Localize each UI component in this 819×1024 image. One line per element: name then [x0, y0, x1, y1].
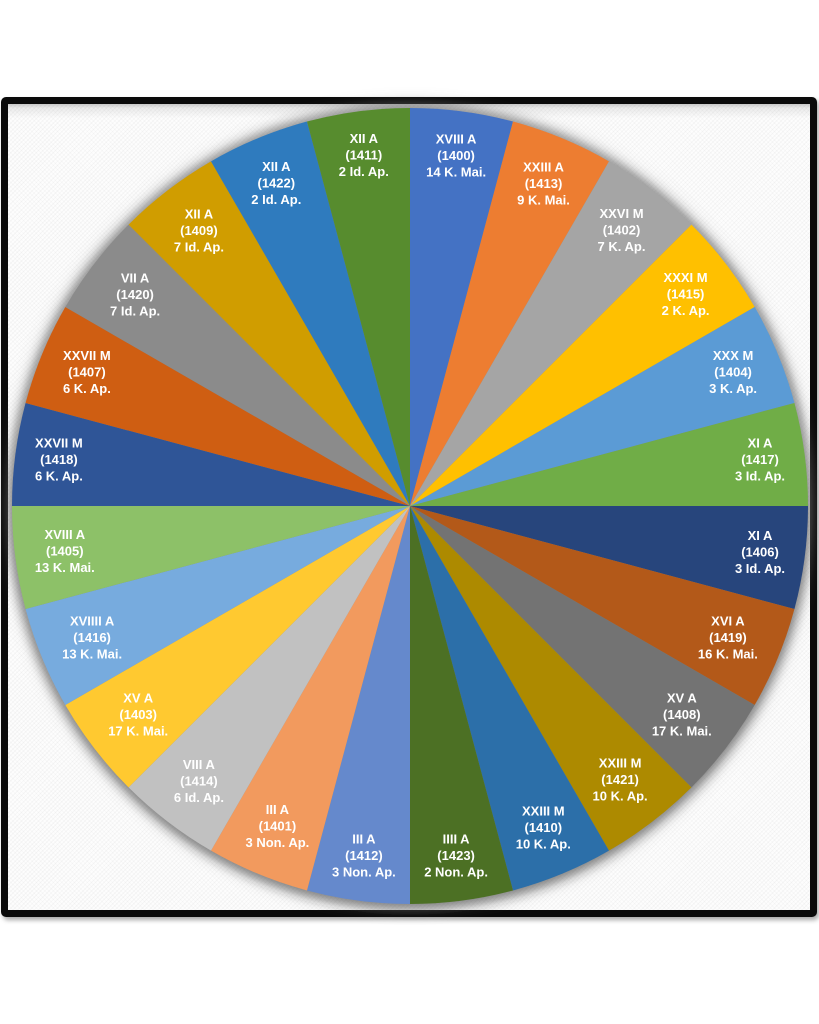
- svg-text:IIII A(1423)2 Non. Ap.: IIII A (1423) 2 Non. Ap.: [424, 832, 488, 880]
- svg-text:XI A(1417)3 Id. Ap.: XI A (1417) 3 Id. Ap.: [735, 436, 785, 484]
- svg-text:XXVII M(1418)6 K. Ap.: XXVII M (1418) 6 K. Ap.: [35, 436, 83, 484]
- svg-text:XV A(1403)17 K. Mai.: XV A (1403) 17 K. Mai.: [108, 690, 168, 738]
- svg-text:XXXI M(1415)2 K. Ap.: XXXI M (1415) 2 K. Ap.: [662, 270, 710, 318]
- svg-text:III A(1401)3 Non. Ap.: III A (1401) 3 Non. Ap.: [246, 802, 310, 850]
- svg-text:XXVI M(1402)7 K. Ap.: XXVI M (1402) 7 K. Ap.: [598, 206, 646, 254]
- svg-text:XXIII A(1413)9 K. Mai.: XXIII A (1413) 9 K. Mai.: [517, 160, 570, 208]
- svg-text:XXX M(1404)3 K. Ap.: XXX M (1404) 3 K. Ap.: [709, 348, 757, 396]
- svg-text:VIII A(1414)6 Id. Ap.: VIII A (1414) 6 Id. Ap.: [174, 757, 224, 805]
- svg-text:XVIII A(1405)13 K. Mai.: XVIII A (1405) 13 K. Mai.: [35, 527, 95, 575]
- svg-text:XI A(1406)3 Id. Ap.: XI A (1406) 3 Id. Ap.: [735, 528, 785, 576]
- svg-text:XXVII M(1407)6 K. Ap.: XXVII M (1407) 6 K. Ap.: [63, 348, 111, 396]
- svg-text:III A(1412)3 Non. Ap.: III A (1412) 3 Non. Ap.: [332, 832, 396, 880]
- svg-text:XVIII A(1400)14 K. Mai.: XVIII A (1400) 14 K. Mai.: [426, 131, 486, 179]
- svg-text:XVIIII A(1416)13 K. Mai.: XVIIII A (1416) 13 K. Mai.: [62, 613, 122, 661]
- svg-text:VII A(1420)7 Id. Ap.: VII A (1420) 7 Id. Ap.: [110, 271, 160, 319]
- svg-text:XV A(1408)17 K. Mai.: XV A (1408) 17 K. Mai.: [652, 690, 712, 738]
- svg-text:XII A(1411)2 Id. Ap.: XII A (1411) 2 Id. Ap.: [339, 131, 389, 179]
- svg-text:XVI A(1419)16 K. Mai.: XVI A (1419) 16 K. Mai.: [698, 613, 758, 661]
- svg-text:XXIII M(1410)10 K. Ap.: XXIII M (1410) 10 K. Ap.: [516, 804, 571, 852]
- svg-text:XII A(1422)2 Id. Ap.: XII A (1422) 2 Id. Ap.: [251, 159, 301, 207]
- svg-text:XXIII M(1421)10 K. Ap.: XXIII M (1421) 10 K. Ap.: [593, 756, 648, 804]
- svg-text:XII A(1409)7 Id. Ap.: XII A (1409) 7 Id. Ap.: [174, 207, 224, 255]
